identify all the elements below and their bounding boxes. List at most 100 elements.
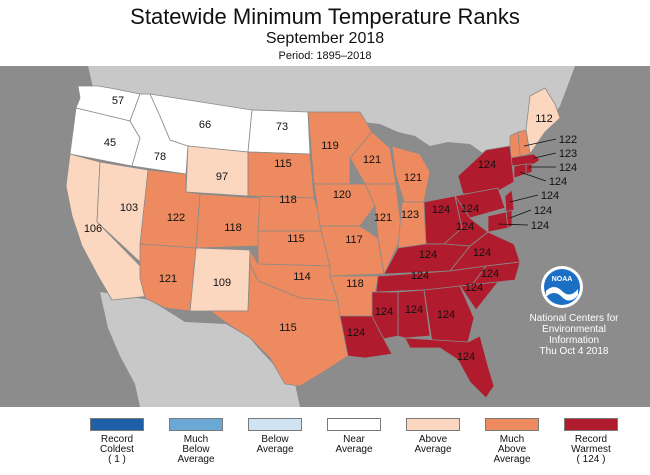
rank-label-co: 118 (224, 222, 242, 234)
rank-label-wi: 121 (363, 154, 381, 166)
noaa-logo-text: NOAA (552, 276, 573, 283)
rank-label-nj: 124 (541, 190, 559, 202)
credit-line: Information (548, 335, 600, 346)
mexico-land (100, 292, 300, 407)
rank-label-in: 123 (401, 209, 419, 221)
states-layer (65, 85, 561, 399)
callout-line-de (509, 209, 532, 219)
rank-label-id: 78 (154, 151, 166, 163)
legend-item-record-coldest: Record Coldest ( 1 ) (77, 418, 157, 465)
rank-label-mi: 121 (404, 172, 422, 184)
rank-label-la: 124 (347, 327, 365, 339)
state-ga (423, 285, 475, 343)
map-period: Period: 1895–2018 (278, 50, 372, 62)
rank-label-md: 124 (531, 220, 549, 232)
callout-line-md (497, 223, 529, 226)
rank-label-ms: 124 (375, 306, 393, 318)
map-title: Statewide Minimum Temperature Ranks (130, 4, 520, 29)
rank-label-ky: 124 (419, 249, 437, 261)
rank-label-nd: 73 (276, 121, 288, 133)
rank-label-tx: 115 (279, 322, 297, 334)
legend-label: Below (182, 444, 210, 455)
legend-swatch (406, 418, 460, 431)
rank-label-oh: 124 (432, 204, 450, 216)
legend-label: ( 124 ) (576, 454, 606, 465)
rank-label-me: 112 (535, 113, 553, 125)
legend-label: Above (497, 444, 527, 455)
rank-label-ne: 118 (279, 194, 297, 206)
state-co (195, 193, 261, 249)
map-subtitle: September 2018 (265, 30, 385, 47)
legend-label: Record (574, 434, 608, 445)
state-ia (313, 183, 376, 227)
state-sc (459, 281, 499, 311)
legend-label: Average (414, 444, 452, 455)
legend-label: Average (177, 454, 215, 465)
rank-label-ri: 124 (559, 162, 577, 174)
us-state-rank-map: 57 45 78 66 73 97 106 103 109 112 122 121 118 115 118 1… (0, 66, 650, 407)
callout-line-nj (509, 194, 539, 203)
credit-line: National Centers for (529, 313, 619, 324)
legend-item-near: Near Average (314, 418, 394, 455)
rank-label-mo: 117 (345, 234, 363, 246)
rank-label-ma: 123 (559, 148, 577, 160)
rank-label-il: 121 (374, 212, 392, 224)
rank-label-pa: 124 (461, 203, 479, 215)
rank-label-ut: 122 (167, 212, 185, 224)
legend-swatch (327, 418, 381, 431)
state-ri (525, 163, 533, 175)
rank-label-nc: 124 (481, 268, 499, 280)
state-md (487, 211, 509, 233)
callout-line-nh (523, 138, 557, 147)
state-nj (504, 189, 515, 213)
legend-item-record-warmest: Record Warmest ( 124 ) (551, 418, 631, 465)
rank-label-nh: 122 (559, 134, 577, 146)
legend-label: Below (261, 434, 289, 445)
rank-label-al: 124 (405, 304, 423, 316)
state-fl (404, 335, 495, 399)
callout-line-ma (533, 152, 557, 159)
state-tx (209, 263, 349, 387)
rank-label-wv: 124 (456, 221, 474, 233)
callout-layer (497, 138, 557, 226)
rank-label-az: 121 (159, 273, 177, 285)
legend-label: Much (499, 434, 525, 445)
noaa-logo: NOAA (541, 266, 583, 308)
legend-label: Near (343, 434, 365, 445)
rank-label-fl: 124 (457, 351, 475, 363)
callout-line-ct (519, 171, 547, 182)
state-ny (457, 145, 515, 195)
rank-label-wy: 97 (216, 171, 228, 183)
rank-label-ia: 120 (333, 189, 351, 201)
legend-swatch (169, 418, 223, 431)
rank-label-mn: 119 (321, 140, 339, 152)
legend-item-much-below: Much Below Average (156, 418, 236, 465)
state-me (525, 87, 561, 155)
rank-label-nm: 109 (213, 277, 231, 289)
rank-label-ca: 106 (84, 223, 102, 235)
state-la (339, 315, 393, 359)
legend-label: Much (183, 434, 209, 445)
legend-swatch (485, 418, 539, 431)
rank-label-ar: 118 (346, 278, 364, 290)
legend-swatch (248, 418, 302, 431)
legend-item-much-above: Much Above Average (472, 418, 552, 465)
legend: Record Coldest ( 1 ) Much Below Average … (0, 410, 650, 475)
rank-label-ok: 114 (293, 271, 311, 283)
legend-label: ( 1 ) (108, 454, 126, 465)
rank-labels: 57 45 78 66 73 97 106 103 109 112 122 121 118 115 118 1… (84, 95, 577, 363)
state-vt (509, 131, 521, 159)
legend-label: Average (493, 454, 531, 465)
credit-line: Environmental (542, 324, 606, 335)
rank-label-mt: 66 (199, 119, 211, 131)
rank-label-nv: 103 (120, 202, 138, 214)
legend-label: Average (256, 444, 294, 455)
rank-label-sd: 115 (274, 158, 292, 170)
state-wi (349, 131, 397, 185)
legend-item-above: Above Average (393, 418, 473, 455)
rank-label-ct: 124 (549, 176, 567, 188)
rank-label-de: 124 (534, 205, 552, 217)
credit-date: Thu Oct 4 2018 (539, 346, 609, 357)
legend-swatch (90, 418, 144, 431)
rank-label-or: 45 (104, 137, 116, 149)
